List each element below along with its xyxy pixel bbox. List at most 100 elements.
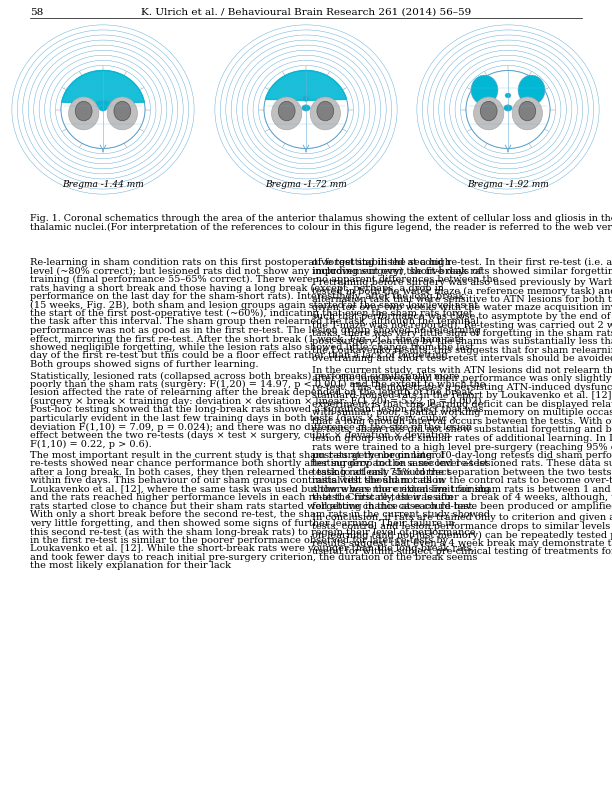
Text: Both groups showed signs of further learning.: Both groups showed signs of further lear… [30, 360, 259, 369]
Ellipse shape [317, 101, 334, 121]
Text: the Loukavenko results, this suggests that for sham relearning to be clearly obs: the Loukavenko results, this suggests th… [312, 346, 612, 355]
Text: With only a short break before the second re-test, the sham rats in the current : With only a short break before the secon… [30, 510, 490, 520]
Text: the task after this interval. The sham group then relearned the task, although t: the task after this interval. The sham g… [30, 317, 479, 327]
Text: rats having a short break and those having a long break (except, perhaps, a drop: rats having a short break and those havi… [30, 284, 444, 293]
Text: thalamic nuclei.(For interpretation of the references to colour in this figure l: thalamic nuclei.(For interpretation of t… [30, 222, 612, 232]
Ellipse shape [319, 97, 330, 104]
Ellipse shape [95, 100, 111, 108]
Ellipse shape [278, 101, 295, 121]
Ellipse shape [504, 105, 512, 111]
Polygon shape [266, 71, 346, 100]
Polygon shape [62, 71, 144, 103]
Text: given for over two weeks with the water maze acquisition involving extensive ove: given for over two weeks with the water … [312, 303, 612, 312]
Text: after the long break and their performance was only slightly above chance throug: after the long break and their performan… [312, 375, 612, 384]
Text: training (final performance 55–65% correct). There were no apparent differences : training (final performance 55–65% corre… [30, 275, 498, 284]
Text: (15 weeks, Fig. 2B), both sham and lesion groups again started at the same low l: (15 weeks, Fig. 2B), both sham and lesio… [30, 301, 478, 310]
Ellipse shape [519, 101, 536, 121]
Text: Re-learning in sham condition rats on this first postoperative test stabilised a: Re-learning in sham condition rats on th… [30, 258, 451, 267]
Text: lesion affected the rate of relearning after the break depended on the length of: lesion affected the rate of relearning a… [30, 388, 473, 397]
Text: very little forgetting, and then showed some signs of further learning. Their fa: very little forgetting, and then showed … [30, 519, 455, 528]
Text: testing not only should the separation between the two tests be longer than 1 we: testing not only should the separation b… [312, 468, 612, 477]
Text: initial test should not allow the control rats to become over-trained. While our: initial test should not allow the contro… [312, 476, 612, 486]
Ellipse shape [474, 97, 504, 130]
Text: effect, mirroring the first re-test. After the short break (1 week, Fig. 2C), th: effect, mirroring the first re-test. Aft… [30, 334, 463, 344]
Ellipse shape [512, 97, 542, 130]
Text: The most important result in the current study is that sham rats at the beginnin: The most important result in the current… [30, 451, 445, 460]
Text: In conclusion, if rats are trained only to criterion and given a 15 week break b: In conclusion, if rats are trained only … [312, 513, 612, 522]
Text: rats were trained to a high level pre-surgery (reaching 95% correct) and neither: rats were trained to a high level pre-su… [312, 443, 612, 452]
Text: testing drop to the same level as lesioned rats. These data suggest that for rep: testing drop to the same level as lesion… [312, 460, 612, 469]
Text: particularly evident in the last few training days in both tests (days × surgery: particularly evident in the last few tra… [30, 414, 458, 423]
Text: lesion group showed similar rates of additional learning. In Loukavenko et al. [: lesion group showed similar rates of add… [312, 434, 612, 443]
Text: showed negligible forgetting, while the lesion rats also showed little change fr: showed negligible forgetting, while the … [30, 343, 474, 352]
Text: such that performance was close to asymptote by the end of the first week (acqui: such that performance was close to asymp… [312, 312, 612, 321]
Text: re-tests, sham rats did not show substantial forgetting and both they and their : re-tests, sham rats did not show substan… [312, 426, 612, 435]
Text: show where the critical limit for sham rats is between 1 and 15 weeks, it should: show where the critical limit for sham r… [312, 485, 612, 494]
Text: post-surgery nor on later 10-day-long retests did sham performance on the first : post-surgery nor on later 10-day-long re… [312, 451, 612, 460]
Text: experiment is that this learning deficit can be displayed relative to control ra: experiment is that this learning deficit… [312, 400, 612, 409]
Text: performance was not as good as in the first re-test. The lesion group showed no : performance was not as good as in the fi… [30, 326, 481, 335]
Text: performance on the last day for the sham-short rats). Interestingly, after the l: performance on the last day for the sham… [30, 292, 465, 301]
Text: Bregma -1.72 mm: Bregma -1.72 mm [265, 180, 347, 189]
Ellipse shape [518, 75, 545, 105]
Ellipse shape [505, 93, 511, 98]
Text: Loukavenko et al. [12]. While the short-break rats were younger than the long-br: Loukavenko et al. [12]. While the short-… [30, 544, 475, 553]
Ellipse shape [471, 75, 498, 105]
Text: F(1,10) = 0.22, p > 0.6).: F(1,10) = 0.22, p > 0.6). [30, 440, 152, 448]
Text: Bregma -1.44 mm: Bregma -1.44 mm [62, 180, 144, 189]
Ellipse shape [114, 101, 131, 121]
Text: 58: 58 [30, 8, 43, 17]
Text: poorly than the sham rats (surgery: F(1,20) = 14.97, p < 0.001) and the extent t: poorly than the sham rats (surgery: F(1,… [30, 380, 485, 389]
Text: results suggest that even a 4 week break may demonstrate this effect. This parad: results suggest that even a 4 week break… [312, 539, 612, 548]
Text: tested in both the water maze (a reference memory task) and a standard T-maze fo: tested in both the water maze (a referen… [312, 286, 612, 295]
Text: re-test. This demonstrates a persisting ATN-induced dysfunction, consistent with: re-test. This demonstrates a persisting … [312, 383, 612, 392]
Text: the start of the first post-operative test (~60%), indicating that even the sham: the start of the first post-operative te… [30, 309, 472, 318]
Ellipse shape [75, 101, 92, 121]
Text: level (~80% correct); but lesioned rats did not show any improvement over the fi: level (~80% correct); but lesioned rats … [30, 267, 482, 276]
Text: including surgery), short-break rats showed similar forgetting to long-break rat: including surgery), short-break rats sho… [312, 267, 612, 276]
Text: K. Ulrich et al. / Behavioural Brain Research 261 (2014) 56–59: K. Ulrich et al. / Behavioural Brain Res… [141, 8, 471, 17]
Text: In the current study, rats with ATN lesions did not relearn the task either post: In the current study, rats with ATN lesi… [312, 366, 612, 375]
Text: Fig. 1. Coronal schematics through the area of the anterior thalamus showing the: Fig. 1. Coronal schematics through the a… [30, 214, 612, 223]
Ellipse shape [264, 71, 348, 148]
Text: with similar, poor, spatial working memory on multiple occasions after ATN lesio: with similar, poor, spatial working memo… [312, 409, 612, 418]
Text: post-surgery learning by the shams was substantially less than for ATN lesion ra: post-surgery learning by the shams was s… [312, 337, 612, 346]
Text: effect between the two re-tests (days × test × surgery, cubic × deviation × devi: effect between the two re-tests (days × … [30, 431, 450, 440]
Text: day of the first re-test but this could be a floor effect rather than a lack of : day of the first re-test but this could … [30, 351, 451, 361]
Text: and the rats reached higher performance levels in each re-test. Critically, thei: and the rats reached higher performance … [30, 493, 453, 503]
Text: re-tests showed near chance performance both shortly after surgery and on a seco: re-tests showed near chance performance … [30, 460, 488, 469]
Text: forgetting in this case could have been produced or amplified by surgery.: forgetting in this case could have been … [312, 502, 612, 511]
Text: deviation F(1,10) = 7.09, p = 0.024); and there was no difference in the size of: deviation F(1,10) = 7.09, p = 0.024); an… [30, 423, 472, 431]
Text: the T-maze was not reported). Re-testing was carried out 2 weeks after surgery. : the T-maze was not reported). Re-testing… [312, 320, 612, 329]
Text: Bregma -1.92 mm: Bregma -1.92 mm [467, 180, 549, 189]
Text: alternation task that were sensitive to ATN lesions for both tasks pre-surgery t: alternation task that were sensitive to … [312, 295, 612, 304]
Text: (surgery × break × training day: deviation × deviation × linear: F(1,20) = 5.22,: (surgery × break × training day: deviati… [30, 397, 485, 406]
Text: and took fewer days to reach initial pre-surgery criterion, the duration of the : and took fewer days to reach initial pre… [30, 553, 477, 562]
Ellipse shape [310, 97, 340, 130]
Text: that a long enough interval occurs between the tests. With only a 1 week break b: that a long enough interval occurs betwe… [312, 417, 612, 426]
Ellipse shape [107, 97, 138, 130]
Ellipse shape [69, 97, 99, 130]
Ellipse shape [99, 105, 107, 111]
Text: within five days. This behaviour of our sham groups contrasts with the sham rats: within five days. This behaviour of our … [30, 476, 444, 486]
Text: tasks, there was very little sign of forgetting in the sham rats after surgery a: tasks, there was very little sign of for… [312, 329, 612, 338]
Ellipse shape [282, 97, 293, 104]
Text: after a long break. In both cases, they then relearned the task to atleast 75% c: after a long break. In both cases, they … [30, 468, 450, 477]
Text: this second re-test (as with the sham long-break rats) to regain their level of : this second re-test (as with the sham lo… [30, 527, 476, 537]
Text: tests, control and lesion performance drops to similar levels and the effects of: tests, control and lesion performance dr… [312, 522, 612, 531]
Text: Loukavenko et al. [12], where the same task was used but there was more extensiv: Loukavenko et al. [12], where the same t… [30, 485, 490, 494]
Text: Statistically, lesioned rats (collapsed across both breaks) performed significan: Statistically, lesioned rats (collapsed … [30, 371, 460, 380]
Text: useful for within-subject pre-clinical testing of treatments for diencephalic am: useful for within-subject pre-clinical t… [312, 547, 612, 556]
Text: in the first re-test is similar to the poorer performance observed for later re-: in the first re-test is similar to the p… [30, 536, 448, 545]
Ellipse shape [272, 97, 302, 130]
Ellipse shape [480, 101, 497, 121]
Text: rats started close to chance but their sham rats started well above chance at ea: rats started close to chance but their s… [30, 502, 476, 511]
Text: standard-housed rats in the report by Loukavenko et al. [12]. The novel result i: standard-housed rats in the report by Lo… [312, 392, 612, 401]
Text: the most likely explanation for their lack: the most likely explanation for their la… [30, 561, 231, 570]
Ellipse shape [61, 71, 145, 148]
Text: overtraining and short test-retest intervals should be avoided.: overtraining and short test-retest inter… [312, 354, 612, 363]
Text: on learning (and not just memory) can be repeatedly tested post-surgery. Our pos: on learning (and not just memory) can be… [312, 530, 612, 539]
Ellipse shape [466, 71, 550, 148]
Ellipse shape [303, 96, 309, 101]
Text: of forgetting in the second re-test. In their first re-test (i.e. after a 4 week: of forgetting in the second re-test. In … [312, 258, 612, 267]
